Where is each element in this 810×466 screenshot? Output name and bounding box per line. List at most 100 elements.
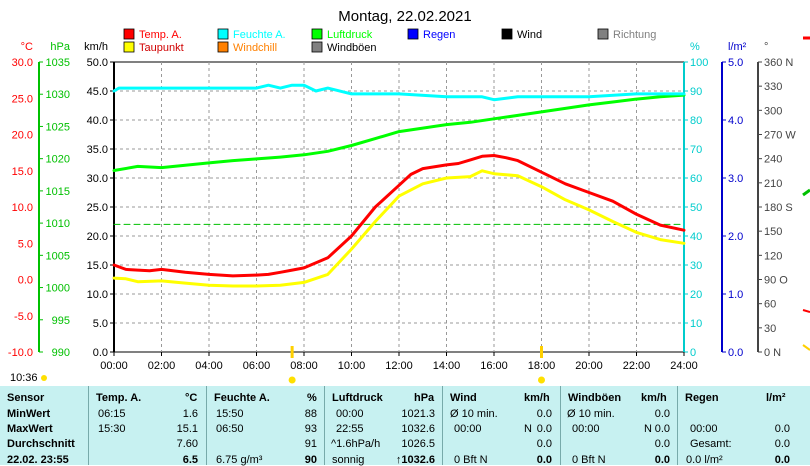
- pressure-tick-label: 995: [52, 315, 70, 327]
- wind-tick-label: 15.0: [87, 260, 108, 272]
- weather-chart: Montag, 22.02.2021 Temp. A. Feuchte A. Luf…: [8, 8, 810, 384]
- legend-label: Wind: [517, 29, 542, 41]
- legend-swatch: [311, 28, 323, 40]
- pressure-axis-title: hPa: [50, 41, 70, 53]
- pressure-tick-label: 1020: [46, 154, 70, 166]
- avg-rain-label: Gesamt:: [690, 438, 732, 450]
- legend-label: Taupunkt: [139, 42, 184, 54]
- min-temp-value: 1.6: [182, 408, 198, 420]
- wind-axis-title: km/h: [84, 41, 108, 53]
- table-separator: [442, 386, 443, 465]
- time-marker-dot: [288, 376, 296, 384]
- row-label-min: MinWert: [7, 408, 51, 420]
- min-hum-value: 88: [304, 408, 317, 420]
- pressure-tick-label: 1030: [46, 89, 70, 101]
- max-gust-value: 0.0: [654, 423, 670, 435]
- min-hum-time: 15:50: [216, 408, 244, 420]
- legend-swatch: [501, 28, 513, 40]
- humidity-tick-label: 90: [690, 86, 702, 98]
- direction-tick-label: 60: [764, 299, 776, 311]
- time-marker-dot: [538, 376, 545, 384]
- header-gust-unit: km/h: [641, 392, 667, 404]
- legend-label: Feuchte A.: [233, 29, 286, 41]
- cur-hum-value: 90: [304, 454, 317, 466]
- series-taupunkt: [112, 169, 686, 288]
- x-tick-label: 02:00: [148, 360, 176, 372]
- direction-tick-label: 330: [764, 81, 782, 93]
- wind-tick-label: 5.0: [93, 318, 108, 330]
- edge-mark-yellow: [802, 344, 810, 351]
- legend-label: Temp. A.: [139, 29, 182, 41]
- humidity-tick-label: 40: [690, 231, 702, 243]
- wind-tick-label: 40.0: [87, 115, 108, 127]
- x-tick-label: 00:00: [100, 360, 128, 372]
- x-tick-label: 12:00: [385, 360, 413, 372]
- header-humidity: Feuchte A.: [214, 392, 270, 404]
- legend-label: Windböen: [327, 42, 377, 54]
- legend-label: Luftdruck: [327, 29, 373, 41]
- cur-gust-bft: 0 Bft N: [572, 454, 606, 466]
- humidity-tick-label: 10: [690, 318, 702, 330]
- temp-tick-label: -10.0: [8, 347, 33, 359]
- max-hum-value: 93: [304, 423, 317, 435]
- min-pres-time: 00:00: [336, 408, 364, 420]
- time-markers: [41, 36, 810, 384]
- avg-gust-value: 0.0: [654, 438, 670, 450]
- min-pres-value: 1021.3: [401, 408, 435, 420]
- x-tick-label: 06:00: [243, 360, 271, 372]
- temp-tick-label: 30.0: [12, 57, 33, 69]
- max-temp-time: 15:30: [98, 423, 126, 435]
- direction-tick-label: 90 O: [764, 275, 788, 287]
- temp-tick-label: 20.0: [12, 130, 33, 142]
- direction-tick-label: 0 N: [764, 347, 781, 359]
- pressure-tick-label: 1010: [46, 218, 70, 230]
- x-tick-label: 04:00: [195, 360, 223, 372]
- x-tick-label: 16:00: [480, 360, 508, 372]
- pressure-tick-label: 1035: [46, 57, 70, 69]
- max-wind-time: 00:00: [454, 423, 482, 435]
- legend-swatch: [597, 28, 609, 40]
- avg-hum-value: 91: [304, 438, 317, 450]
- series: [112, 83, 686, 288]
- legend-swatch: [217, 28, 229, 40]
- pressure-tick-label: 1005: [46, 250, 70, 262]
- wind-tick-label: 20.0: [87, 231, 108, 243]
- table-separator: [206, 386, 207, 465]
- header-humidity-unit: %: [307, 392, 317, 404]
- cur-wind-bft: 0 Bft N: [454, 454, 488, 466]
- series-luftdruck: [112, 93, 686, 172]
- direction-tick-label: 210: [764, 178, 782, 190]
- legend-label: Regen: [423, 29, 455, 41]
- legend-swatch: [123, 41, 135, 53]
- direction-tick-label: 30: [764, 323, 776, 335]
- axes: 30.0 25.0 20.0 15.0 10.0 5.0 0.0 -5.0 -10.0 1035 1…: [8, 57, 796, 372]
- legend-label: Richtung: [613, 29, 656, 41]
- x-tick-label: 24:00: [670, 360, 698, 372]
- max-temp-value: 15.1: [176, 423, 198, 435]
- direction-tick-label: 150: [764, 226, 782, 238]
- row-label-max: MaxWert: [7, 423, 53, 435]
- cur-rain-value: 0.0: [774, 454, 790, 466]
- rain-tick-label: 1.0: [728, 289, 743, 301]
- max-gust-time: 00:00: [572, 423, 600, 435]
- max-rain-value: 0.0: [774, 423, 790, 435]
- x-tick-label: 08:00: [290, 360, 318, 372]
- wind-tick-label: 35.0: [87, 144, 108, 156]
- max-hum-time: 06:50: [216, 423, 244, 435]
- direction-tick-label: 360 N: [764, 57, 793, 69]
- temp-tick-label: 25.0: [12, 93, 33, 105]
- pressure-tick-label: 990: [52, 347, 70, 359]
- direction-tick-label: 300: [764, 105, 782, 117]
- direction-tick-label: 240: [764, 154, 782, 166]
- temp-axis-title: °C: [21, 41, 33, 53]
- rain-axis-title: l/m²: [728, 41, 747, 53]
- header-temp-unit: °C: [185, 392, 198, 404]
- legend-label: Windchill: [233, 42, 277, 54]
- temp-tick-label: -5.0: [14, 311, 33, 323]
- temp-tick-label: 0.0: [18, 275, 33, 287]
- pressure-tick-label: 1000: [46, 283, 70, 295]
- chart-title: Montag, 22.02.2021: [338, 8, 471, 25]
- cur-temp-value: 6.5: [182, 454, 198, 466]
- grid: [113, 61, 685, 353]
- x-tick-label: 20:00: [575, 360, 603, 372]
